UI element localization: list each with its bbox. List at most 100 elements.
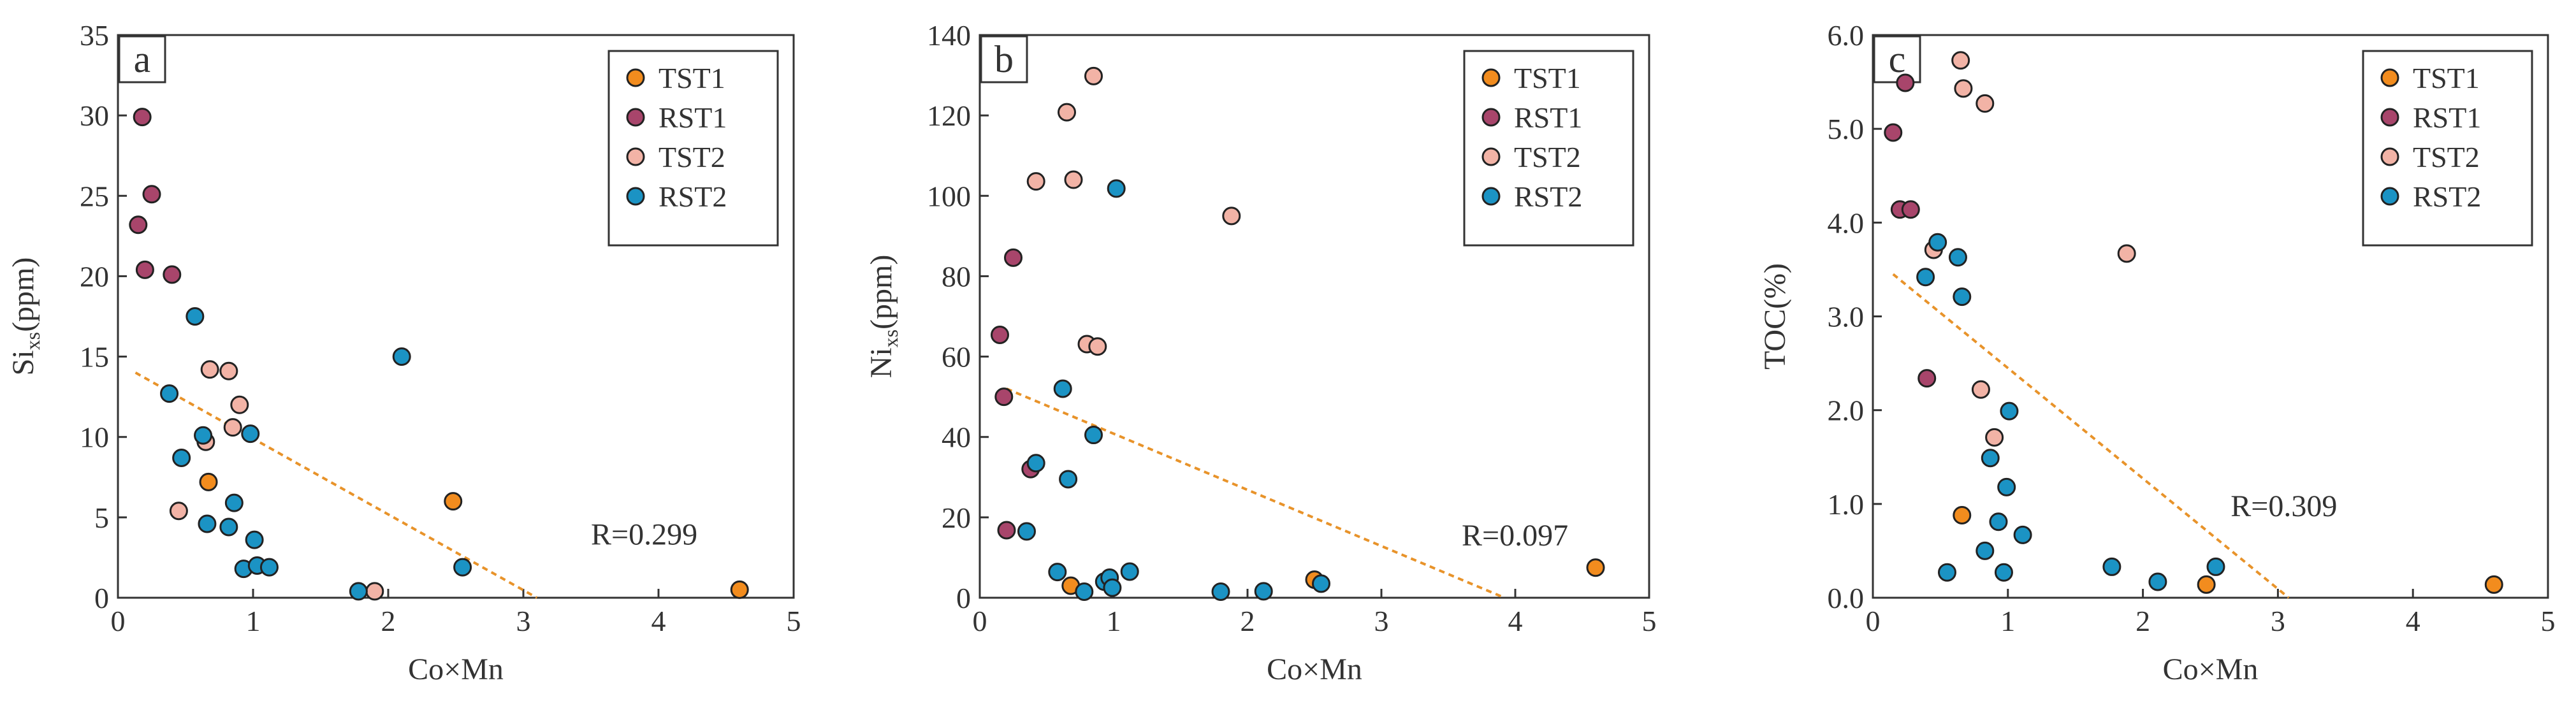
data-point-rst2 [1075, 582, 1094, 602]
legend-marker-rst2 [1481, 187, 1501, 206]
y-tick-label: 3.0 [1828, 301, 1865, 333]
data-point-tst2 [1026, 172, 1045, 191]
x-tick-label: 3 [2271, 605, 2285, 637]
data-point-tst1 [730, 580, 749, 599]
data-point-rst1 [994, 387, 1014, 407]
series-tst1 [1953, 505, 2503, 594]
data-point-rst2 [1107, 179, 1126, 198]
data-point-rst2 [1048, 563, 1067, 582]
series-tst2 [1026, 66, 1241, 356]
data-point-rst1 [142, 185, 161, 204]
series-tst2 [1924, 51, 2136, 447]
data-point-rst2 [186, 307, 205, 326]
series-rst2 [1017, 179, 1330, 602]
panel-letter-box: b [980, 35, 1028, 83]
x-tick-label: 2 [2136, 605, 2150, 637]
data-point-rst1 [1917, 369, 1937, 388]
series-rst2 [160, 307, 472, 601]
data-point-tst2 [1058, 103, 1076, 122]
y-axis-label-subscript: xs [879, 329, 902, 347]
legend-label-tst1: TST1 [2413, 62, 2480, 94]
data-point-tst2 [1222, 206, 1241, 226]
legend: TST1 RST1 TST2 RST2 [1463, 50, 1634, 247]
x-tick-label: 0 [973, 605, 987, 637]
y-axis-label-unit: (ppm) [6, 257, 40, 332]
x-tick-label: 1 [246, 605, 261, 637]
data-point-rst2 [349, 582, 368, 601]
data-point-rst2 [1997, 477, 2016, 496]
data-point-rst1 [1004, 248, 1022, 267]
data-point-rst2 [453, 558, 472, 577]
y-tick-label: 1.0 [1828, 488, 1865, 521]
y-tick-label: 15 [80, 341, 109, 373]
y-tick-label: 2.0 [1828, 394, 1865, 427]
y-tick-label: 60 [942, 341, 971, 373]
data-point-rst2 [2148, 572, 2167, 591]
legend-label-rst1: RST1 [2413, 101, 2481, 134]
legend-marker-rst1 [626, 108, 645, 127]
data-point-rst2 [1976, 541, 1995, 560]
data-point-rst2 [1103, 578, 1122, 597]
panel-c-scatter-chart: 0 1 2 3 4 5 0.0 1.0 2.0 3.0 4.0 5.0 6.0 Co×Mn TOC(%) c R… [1758, 19, 2556, 686]
plot-frame [979, 34, 1650, 599]
trend-line [1892, 273, 2290, 599]
y-tick-label: 20 [942, 502, 971, 534]
correlation-label: R=0.299 [591, 518, 697, 552]
data-point-rst2 [2102, 557, 2121, 576]
legend-label-rst1: RST1 [659, 101, 727, 134]
panel-letter: a [134, 38, 151, 80]
data-point-rst2 [241, 424, 260, 444]
panel-letter: c [1889, 38, 1906, 80]
legend-marker-rst1 [2380, 108, 2399, 127]
legend-marker-rst1 [1481, 108, 1501, 127]
legend-label-rst2: RST2 [2413, 180, 2481, 213]
data-point-rst2 [392, 347, 411, 366]
data-point-rst2 [219, 517, 238, 537]
panel-letter-frame [118, 35, 166, 83]
legend-marker-tst1 [1481, 68, 1501, 87]
x-tick-label: 1 [2000, 605, 2015, 637]
y-axis-label: Sixs(ppm) [6, 257, 44, 376]
data-point-rst2 [1312, 574, 1330, 593]
data-point-tst1 [2484, 575, 2503, 594]
series-tst1 [199, 472, 749, 599]
y-axis-label-base: TOC(%) [1758, 263, 1792, 370]
legend-label-tst2: TST2 [659, 141, 725, 173]
data-point-tst2 [365, 582, 384, 601]
x-tick-label: 4 [651, 605, 666, 637]
y-tick-label: 6.0 [1828, 19, 1865, 52]
x-axis-label: Co×Mn [1267, 653, 1362, 686]
panel-letter-frame [980, 35, 1028, 83]
data-point-rst2 [1084, 426, 1103, 445]
data-point-rst2 [245, 530, 264, 549]
legend-label-rst2: RST2 [659, 180, 727, 213]
x-tick-label: 4 [1508, 605, 1523, 637]
x-tick-label: 5 [787, 605, 801, 637]
data-point-rst2 [160, 384, 179, 403]
y-tick-label: 0 [956, 582, 971, 614]
data-point-rst2 [1937, 563, 1956, 582]
data-point-rst2 [1948, 248, 1967, 267]
correlation-label: R=0.097 [1462, 519, 1568, 552]
data-point-rst1 [133, 108, 152, 127]
panel-b-scatter-chart: 0 1 2 3 4 5 0 20 40 60 80 100 120 140 Co×Mn Nixs(ppm) b R… [864, 19, 1657, 686]
data-point-tst2 [223, 418, 242, 437]
data-point-tst1 [2197, 575, 2216, 594]
y-tick-label: 140 [927, 19, 971, 52]
series-tst2 [169, 360, 384, 601]
legend-marker-tst1 [2380, 68, 2399, 87]
data-point-rst2 [1120, 562, 1139, 581]
legend-label-rst2: RST2 [1514, 180, 1582, 213]
data-point-tst2 [219, 361, 238, 380]
x-tick-label: 2 [381, 605, 396, 637]
data-point-rst1 [129, 215, 148, 235]
x-tick-label: 3 [516, 605, 531, 637]
y-axis-label-subscript: xs [21, 332, 44, 350]
data-point-rst2 [259, 558, 279, 577]
y-axis-label-base: Ni [864, 347, 898, 378]
data-point-tst2 [230, 395, 249, 414]
panel-a-scatter-chart: 0 1 2 3 4 5 0 5 10 15 20 25 30 35 Co×Mn Sixs(ppm) a R=0.2… [6, 19, 801, 686]
data-point-tst2 [200, 360, 219, 379]
y-tick-label: 120 [927, 99, 971, 132]
data-point-rst2 [1053, 379, 1072, 398]
